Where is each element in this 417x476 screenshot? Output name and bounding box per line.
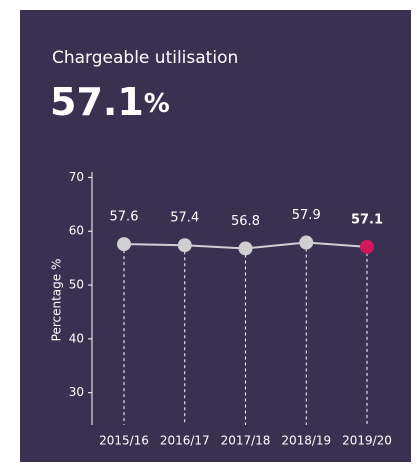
data-label: 57.1 xyxy=(351,212,383,227)
headline: 57.1% xyxy=(50,80,170,124)
point xyxy=(360,239,374,254)
data-label: 57.4 xyxy=(170,211,199,226)
y-tick-label: 70 xyxy=(69,170,84,184)
y-axis-label: Percentage % xyxy=(50,259,64,342)
x-tick-label: 2015/16 xyxy=(99,434,149,448)
x-tick-label: 2016/17 xyxy=(160,434,210,448)
x-tick-label: 2019/20 xyxy=(342,434,392,448)
point xyxy=(177,238,192,253)
data-label: 57.9 xyxy=(292,208,321,223)
y-tick-label: 60 xyxy=(69,224,84,238)
y-tick-label: 30 xyxy=(69,385,84,399)
headline-unit: % xyxy=(144,89,170,119)
x-tick-label: 2017/18 xyxy=(221,434,271,448)
card xyxy=(20,10,411,462)
point xyxy=(299,235,314,250)
point xyxy=(117,237,131,252)
chart-title: Chargeable utilisation xyxy=(52,48,238,68)
y-tick-label: 40 xyxy=(69,331,84,345)
x-tick-label: 2018/19 xyxy=(281,434,331,448)
point xyxy=(238,241,253,256)
data-label: 57.6 xyxy=(110,210,139,225)
y-tick-label: 50 xyxy=(69,278,84,292)
data-label: 56.8 xyxy=(231,214,260,229)
headline-value: 57.1 xyxy=(50,80,144,124)
